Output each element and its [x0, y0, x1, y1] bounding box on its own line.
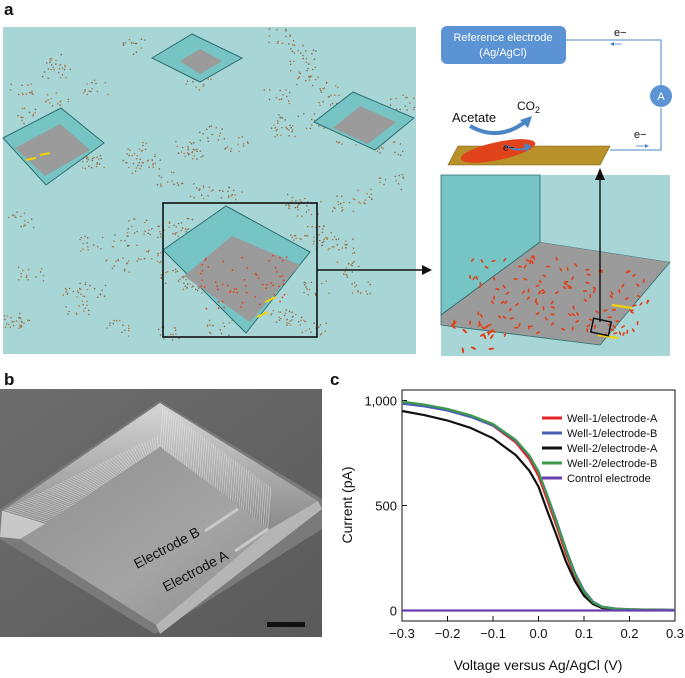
zoom-panel	[440, 168, 671, 356]
electron-label-right: e−	[634, 129, 647, 141]
chip-surface	[3, 27, 416, 354]
x-tick-label: 0.1	[575, 626, 593, 641]
panel-b-sem-image: Electrode B Electrode A	[0, 389, 322, 637]
panel-c-letter: c	[330, 370, 340, 389]
y-tick-label: 0	[390, 604, 397, 619]
y-axis-label: Current (pA)	[339, 466, 355, 543]
reference-electrode-sublabel: (Ag/AgCl)	[479, 47, 527, 59]
circuit-wire	[566, 39, 662, 86]
panel-b-letter: b	[4, 370, 15, 389]
metabolism-arrow	[469, 120, 527, 135]
x-axis-ticks: −0.3 −0.2 −0.1 0.0 0.1 0.2 0.3	[389, 616, 684, 641]
series-line-well-2-electrode-b	[401, 400, 676, 612]
series-line-well-2-electrode-a	[401, 409, 676, 612]
x-tick-label: −0.1	[480, 626, 506, 641]
legend-label: Well-2/electrode-B	[567, 458, 657, 470]
chart-legend: Well-1/electrode-A Well-1/electrode-B Well…	[542, 413, 658, 485]
bacteria-dots	[3, 28, 415, 341]
x-axis-label: Voltage versus Ag/AgCl (V)	[454, 657, 623, 673]
electrode-a-line	[234, 527, 269, 553]
well-center	[162, 205, 311, 334]
panel-a-illustration: Reference electrode (Ag/AgCl) A e− e− e−…	[2, 26, 672, 356]
panel-c-chart: −0.3 −0.2 −0.1 0.0 0.1 0.2 0.3 0 500 1,000 Well-…	[339, 389, 684, 673]
legend-label: Control electrode	[567, 473, 651, 485]
y-tick-label: 1,000	[364, 394, 397, 409]
chart-series	[401, 400, 676, 612]
acetate-label: Acetate	[452, 110, 496, 125]
ammeter-icon	[650, 85, 672, 107]
well-left	[2, 107, 105, 186]
x-tick-label: 0.3	[666, 626, 684, 641]
legend-label: Well-1/electrode-A	[567, 413, 658, 425]
x-tick-label: 0.0	[529, 626, 547, 641]
legend-label: Well-2/electrode-A	[567, 443, 658, 455]
panel-a-letter: a	[4, 0, 14, 19]
y-tick-label: 500	[375, 499, 397, 514]
well-right	[313, 91, 415, 151]
reference-electrode-box	[441, 26, 566, 64]
well-top-center	[150, 33, 244, 83]
co2-label: CO2	[517, 99, 540, 115]
ammeter-label: A	[657, 91, 665, 103]
electron-label-top: e−	[614, 27, 627, 39]
electrode-b-line	[204, 507, 239, 533]
electron-label-bacterium: e−	[503, 143, 515, 154]
x-tick-label: 0.2	[620, 626, 638, 641]
x-tick-label: −0.2	[435, 626, 461, 641]
legend-label: Well-1/electrode-B	[567, 428, 657, 440]
scale-bar	[267, 622, 305, 627]
reference-electrode-label: Reference electrode	[453, 32, 552, 44]
x-tick-label: −0.3	[389, 626, 415, 641]
y-axis-ticks: 0 500 1,000	[364, 394, 407, 619]
bacterium	[460, 139, 536, 163]
